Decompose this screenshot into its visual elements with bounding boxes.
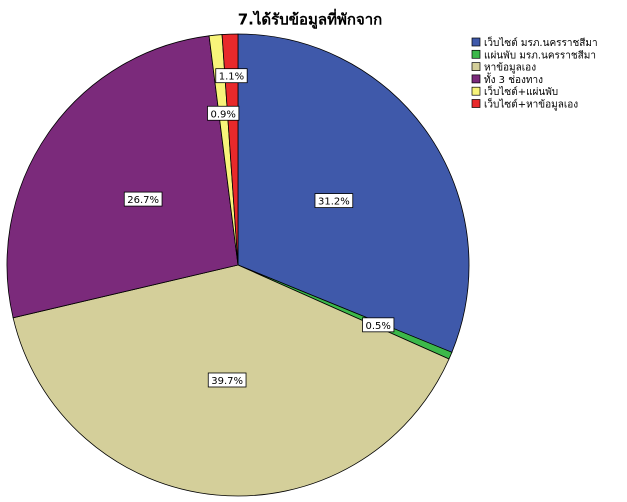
legend-swatch [471, 99, 481, 108]
legend-label: แผ่นพับ มรภ.นครราชสีมา [484, 49, 596, 61]
data-label: 0.9% [210, 109, 235, 120]
data-label-box [215, 68, 248, 84]
legend-swatch [471, 37, 481, 47]
data-label: 0.5% [366, 321, 391, 332]
legend-swatch [471, 62, 481, 71]
pie-slice [221, 33, 239, 266]
data-label: 39.7% [211, 376, 243, 387]
data-label: 1.1% [219, 72, 244, 83]
data-label-box [123, 191, 163, 207]
legend-label: เว็บไซต์+แผ่นพับ [484, 84, 558, 98]
data-label-box [314, 193, 354, 208]
pie-slice [237, 33, 470, 353]
legend-label: เว็บไซต์+หาข้อมูลเอง [484, 97, 578, 111]
legend-swatch [471, 86, 481, 96]
data-label-box [362, 317, 395, 333]
data-label: 26.7% [127, 195, 159, 206]
legend-swatch [471, 49, 481, 59]
data-label-box [207, 105, 240, 121]
data-label: 31.2% [318, 197, 350, 208]
legend-label: หาข้อมูลเอง [484, 62, 536, 74]
pie-slice [6, 35, 239, 319]
legend-label: ทั้ง 3 ช่องทาง [484, 72, 543, 86]
data-label-box [207, 372, 247, 388]
legend-swatch [471, 74, 481, 84]
chart-title: 7.ได้รับข้อมูลที่พักจาก [238, 9, 383, 30]
legend-label: เว็บไซต์ มรภ.นครราชสีมา [484, 35, 598, 49]
